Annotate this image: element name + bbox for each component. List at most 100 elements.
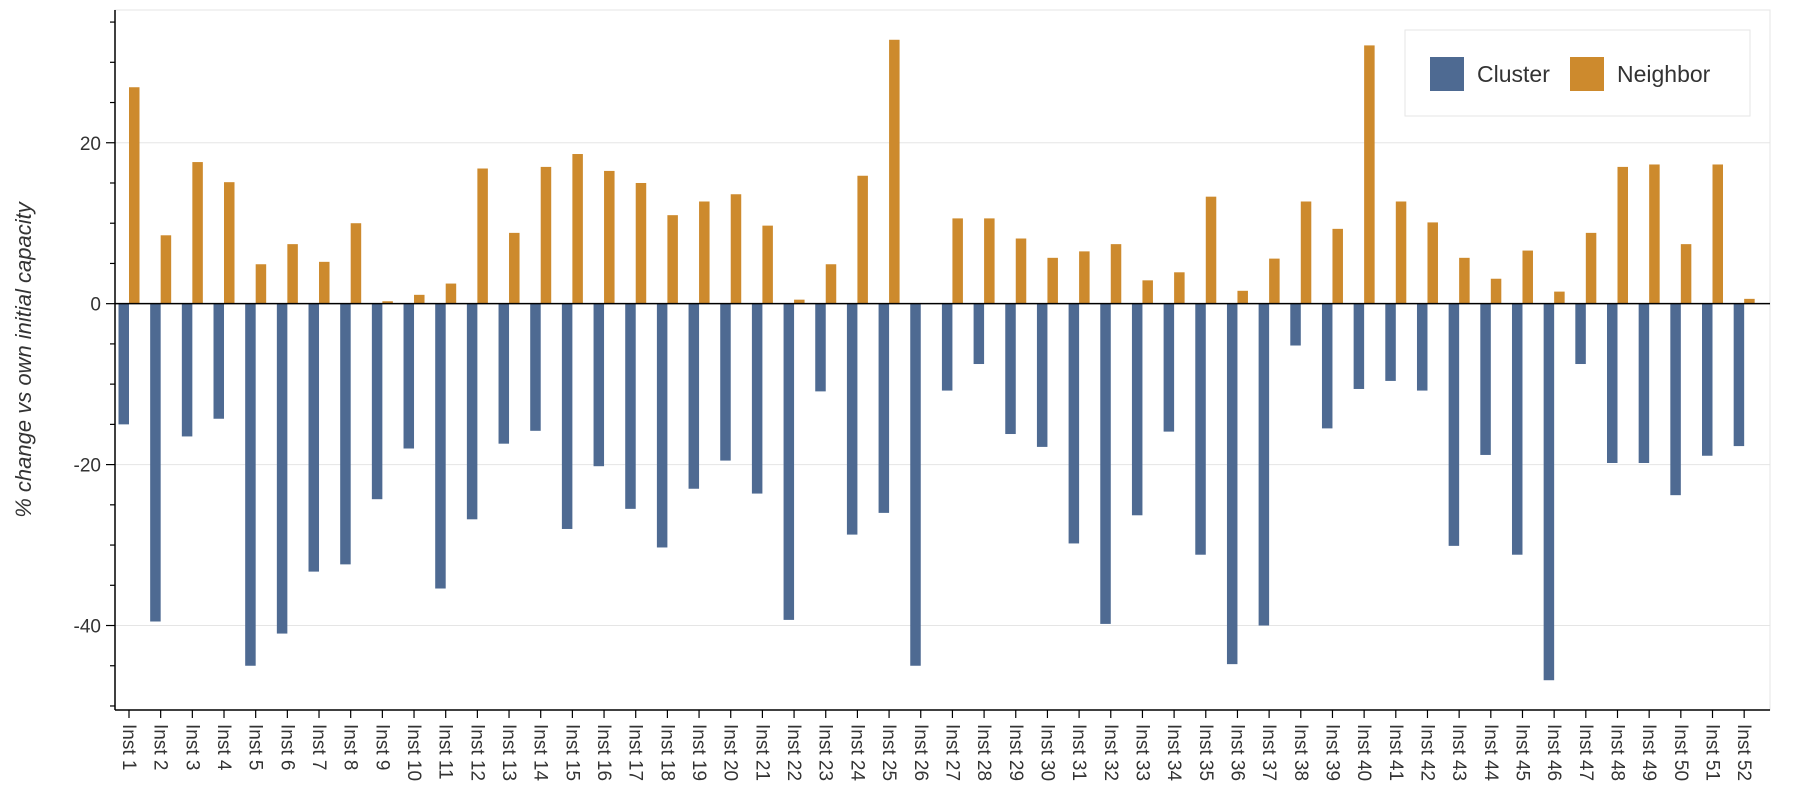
bar-cluster — [498, 303, 510, 444]
x-tick-label: Inst 20 — [720, 724, 741, 781]
x-tick-label: Inst 43 — [1448, 724, 1469, 781]
bar-cluster — [276, 303, 288, 634]
bar-cluster — [1131, 303, 1143, 516]
bar-cluster — [1385, 303, 1396, 381]
bar-cluster — [625, 303, 636, 509]
bar-cluster — [1733, 303, 1745, 447]
bar-cluster — [656, 303, 668, 548]
bar-cluster — [1638, 303, 1650, 463]
x-tick-label: Inst 2 — [150, 724, 171, 770]
x-tick-label: Inst 31 — [1068, 724, 1089, 781]
x-tick-label: Inst 32 — [1100, 724, 1121, 781]
bar-neighbor — [1300, 201, 1312, 304]
bar-cluster — [1448, 303, 1460, 546]
bar-neighbor — [224, 182, 235, 304]
bar-neighbor — [477, 168, 488, 304]
bar-neighbor — [1015, 238, 1027, 304]
legend-swatch-neighbor — [1570, 57, 1604, 91]
x-tick-label: Inst 30 — [1036, 724, 1057, 781]
bar-neighbor — [1712, 164, 1723, 304]
bar-neighbor — [730, 194, 742, 304]
bar-cluster — [1290, 303, 1301, 346]
x-tick-label: Inst 11 — [435, 724, 456, 780]
y-axis-title: % change vs own initial capacity — [11, 200, 36, 517]
x-tick-label: Inst 18 — [656, 724, 677, 781]
bar-cluster — [1068, 303, 1080, 544]
legend-label-neighbor: Neighbor — [1617, 61, 1711, 87]
x-tick-label: Inst 44 — [1480, 724, 1501, 781]
bar-cluster — [1195, 303, 1206, 555]
bar-neighbor — [635, 182, 647, 304]
x-tick-label: Inst 28 — [973, 724, 994, 781]
bar-cluster — [1005, 303, 1016, 435]
bar-neighbor — [1459, 257, 1470, 304]
bar-cluster — [118, 303, 129, 425]
bar-neighbor — [667, 215, 678, 304]
bar-neighbor — [762, 225, 773, 304]
bar-neighbor — [857, 175, 868, 304]
x-tick-label: Inst 51 — [1702, 724, 1723, 781]
bar-neighbor — [129, 87, 140, 304]
x-tick-label: Inst 45 — [1511, 724, 1532, 781]
bar-cluster — [1321, 303, 1333, 429]
x-tick-label: Inst 5 — [245, 724, 266, 770]
bar-neighbor — [1554, 291, 1565, 304]
x-tick-label: Inst 42 — [1416, 724, 1437, 781]
bar-cluster — [561, 303, 573, 529]
x-tick-label: Inst 14 — [530, 724, 551, 781]
bar-series — [118, 39, 1755, 681]
bar-neighbor — [794, 299, 805, 304]
x-tick-label: Inst 52 — [1733, 724, 1754, 781]
bar-neighbor — [1205, 196, 1217, 304]
bar-cluster — [245, 303, 256, 666]
bar-cluster — [1353, 303, 1365, 389]
bar-neighbor — [1332, 228, 1343, 304]
x-tick-label: Inst 7 — [308, 724, 329, 770]
bar-cluster — [466, 303, 478, 520]
x-tick-label: Inst 37 — [1258, 724, 1279, 781]
x-tick-label: Inst 40 — [1353, 724, 1374, 781]
y-tick-label: 20 — [80, 134, 101, 155]
bar-cluster — [1511, 303, 1523, 555]
bar-cluster — [213, 303, 225, 419]
bar-neighbor — [287, 244, 298, 304]
bar-cluster — [688, 303, 700, 489]
bar-cluster — [973, 303, 985, 365]
x-tick-label: Inst 8 — [340, 724, 361, 770]
bar-neighbor — [192, 162, 203, 304]
y-tick-label: 0 — [90, 295, 101, 316]
grid-lines — [115, 142, 1770, 627]
x-tick-label: Inst 15 — [561, 724, 582, 781]
bar-cluster — [815, 303, 826, 392]
bar-neighbor — [1649, 164, 1660, 304]
bar-neighbor — [1617, 166, 1628, 304]
x-tick-label: Inst 38 — [1290, 724, 1311, 781]
bar-neighbor — [1744, 298, 1755, 304]
bar-neighbor — [1079, 251, 1090, 304]
bar-cluster — [1100, 303, 1111, 624]
bar-cluster — [530, 303, 541, 431]
bar-cluster — [1543, 303, 1555, 681]
bar-neighbor — [255, 264, 267, 304]
x-tick-label: Inst 48 — [1606, 724, 1627, 781]
x-tick-label: Inst 22 — [783, 724, 804, 781]
bar-cluster — [435, 303, 446, 589]
bar-neighbor — [1237, 290, 1248, 304]
x-axis: Inst 1 Inst 2 Inst 3 Inst 4 Inst 5 Inst 6 Inst… — [115, 709, 1770, 781]
x-tick-label: Inst 12 — [466, 724, 487, 781]
bar-cluster — [910, 303, 921, 666]
bar-neighbor — [160, 235, 172, 304]
x-tick-label: Inst 3 — [181, 724, 202, 770]
bar-neighbor — [1364, 45, 1375, 304]
x-tick-label: Inst 16 — [593, 724, 614, 781]
x-tick-label: Inst 4 — [213, 724, 234, 771]
bar-cluster — [878, 303, 890, 513]
x-tick-label: Inst 23 — [815, 724, 836, 781]
x-tick-label: Inst 36 — [1226, 724, 1247, 781]
x-tick-label: Inst 6 — [276, 724, 297, 770]
bar-cluster — [593, 303, 605, 467]
bar-cluster — [1163, 303, 1175, 432]
bar-neighbor — [572, 154, 583, 304]
bar-neighbor — [350, 223, 362, 304]
